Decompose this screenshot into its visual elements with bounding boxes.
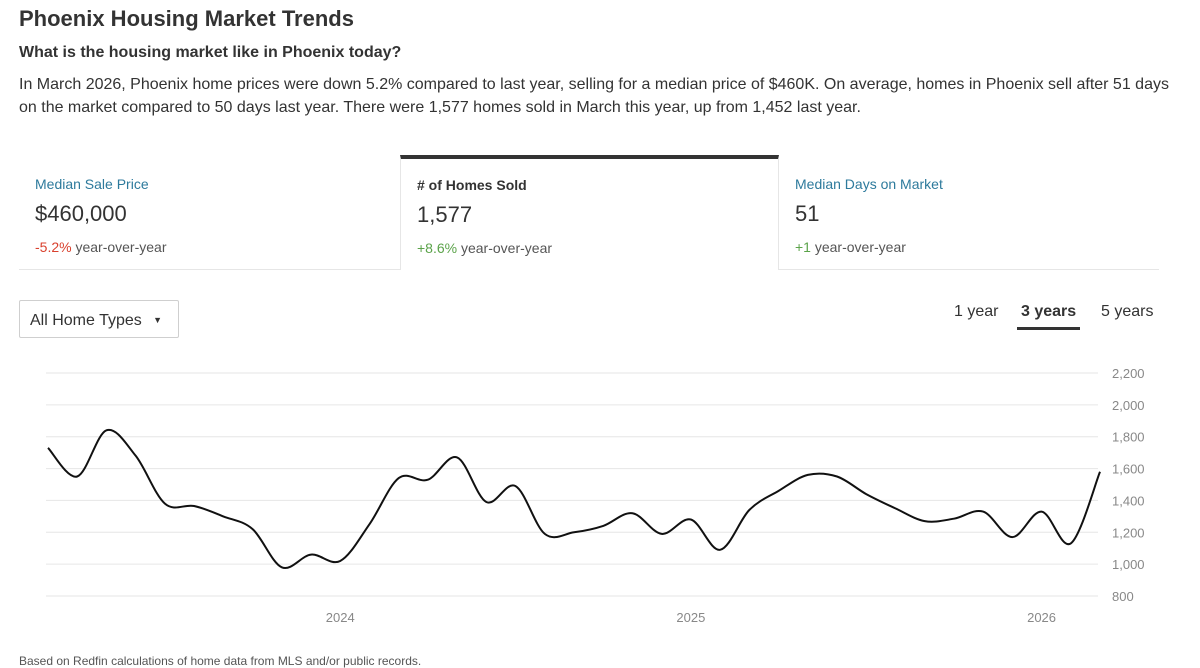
x-tick-label: 2026 [1027,610,1056,625]
data-point[interactable] [305,549,317,561]
data-point[interactable] [626,507,638,519]
data-point[interactable] [1094,466,1106,478]
data-point[interactable] [597,520,609,532]
data-point[interactable] [860,488,872,500]
y-tick-label: 1,000 [1112,557,1145,572]
data-point[interactable] [334,555,346,567]
chart-series [42,424,1106,573]
metric-tab-median-sale-price[interactable]: Median Sale Price $460,000 -5.2% year-ov… [19,155,400,269]
metric-change-amount: -5.2% [35,239,72,255]
data-point[interactable] [743,504,755,516]
metric-change: -5.2% year-over-year [35,239,384,255]
data-point[interactable] [1036,506,1048,518]
metric-tabs: Median Sale Price $460,000 -5.2% year-ov… [19,155,1159,270]
data-point[interactable] [422,474,434,486]
data-point[interactable] [919,515,931,527]
metric-tab-median-days-on-market[interactable]: Median Days on Market 51 +1 year-over-ye… [779,155,1159,269]
chart-x-tick-labels: 2024 2025 2026 [326,610,1056,625]
market-summary: In March 2026, Phoenix home prices were … [19,76,1169,116]
data-point[interactable] [831,471,843,483]
data-point[interactable] [685,514,697,526]
y-tick-label: 2,000 [1112,398,1145,413]
data-point[interactable] [159,498,171,510]
metric-label: Median Days on Market [795,176,943,192]
data-point[interactable] [977,506,989,518]
metric-value: $460,000 [35,201,127,226]
x-tick-label: 2025 [676,610,705,625]
data-point[interactable] [539,528,551,540]
series-line [47,428,1101,570]
range-tab-1-year[interactable]: 1 year [954,303,999,320]
data-point[interactable] [71,471,83,483]
data-point[interactable] [714,544,726,556]
chart-y-tick-labels: 800 1,000 1,200 1,400 1,600 1,800 2,000 2,200 [1112,366,1145,604]
metric-label: Median Sale Price [35,176,149,192]
y-tick-label: 1,800 [1112,430,1145,445]
data-point[interactable] [480,496,492,508]
metric-change-suffix: year-over-year [71,239,167,255]
data-point[interactable] [802,469,814,481]
data-point[interactable] [42,442,54,454]
data-source-footnote: Based on Redfin calculations of home dat… [19,654,422,668]
metric-change-amount: +8.6% [417,240,458,256]
data-point[interactable] [100,424,112,436]
metric-value: 1,577 [417,202,473,227]
data-point[interactable] [247,523,259,535]
data-point[interactable] [568,526,580,538]
data-point[interactable] [393,472,405,484]
metric-change: +1 year-over-year [795,239,1143,255]
data-point[interactable] [773,485,785,497]
data-point[interactable] [451,451,463,463]
y-tick-label: 1,400 [1112,493,1145,508]
page-title: Phoenix Housing Market Trends [19,6,354,31]
y-tick-label: 1,200 [1112,525,1145,540]
data-point[interactable] [188,500,200,512]
metric-change-amount: +1 [795,239,811,255]
range-tab-3-years[interactable]: 3 years [1017,303,1081,330]
data-point[interactable] [889,502,901,514]
data-point[interactable] [656,528,668,540]
data-point[interactable] [1006,531,1018,543]
data-point[interactable] [363,518,375,530]
data-point[interactable] [510,480,522,492]
home-type-selected: All Home Types [30,312,142,329]
page-subtitle: What is the housing market like in Phoen… [19,44,402,61]
caret-down-icon: ▼ [153,315,162,325]
y-tick-label: 2,200 [1112,366,1145,381]
chart-gridlines [46,372,1098,597]
metric-change-suffix: year-over-year [810,239,906,255]
metric-value: 51 [795,201,820,226]
range-tab-5-years[interactable]: 5 years [1101,303,1154,320]
data-point[interactable] [1065,537,1077,549]
x-tick-label: 2024 [326,610,355,625]
data-point[interactable] [276,561,288,573]
metric-tab-homes-sold[interactable]: # of Homes Sold 1,577 +8.6% year-over-ye… [400,155,779,270]
metric-change: +8.6% year-over-year [417,240,762,256]
metric-label: # of Homes Sold [417,177,527,193]
data-point[interactable] [217,510,229,522]
data-point[interactable] [948,513,960,525]
home-type-dropdown[interactable]: All Home Types ▼ [19,300,179,338]
y-tick-label: 1,600 [1112,462,1145,477]
metric-change-suffix: year-over-year [457,240,553,256]
data-point[interactable] [130,450,142,462]
homes-sold-line-chart: 800 1,000 1,200 1,400 1,600 1,800 2,000 2,200 2… [42,366,1145,625]
y-tick-label: 800 [1112,589,1134,604]
